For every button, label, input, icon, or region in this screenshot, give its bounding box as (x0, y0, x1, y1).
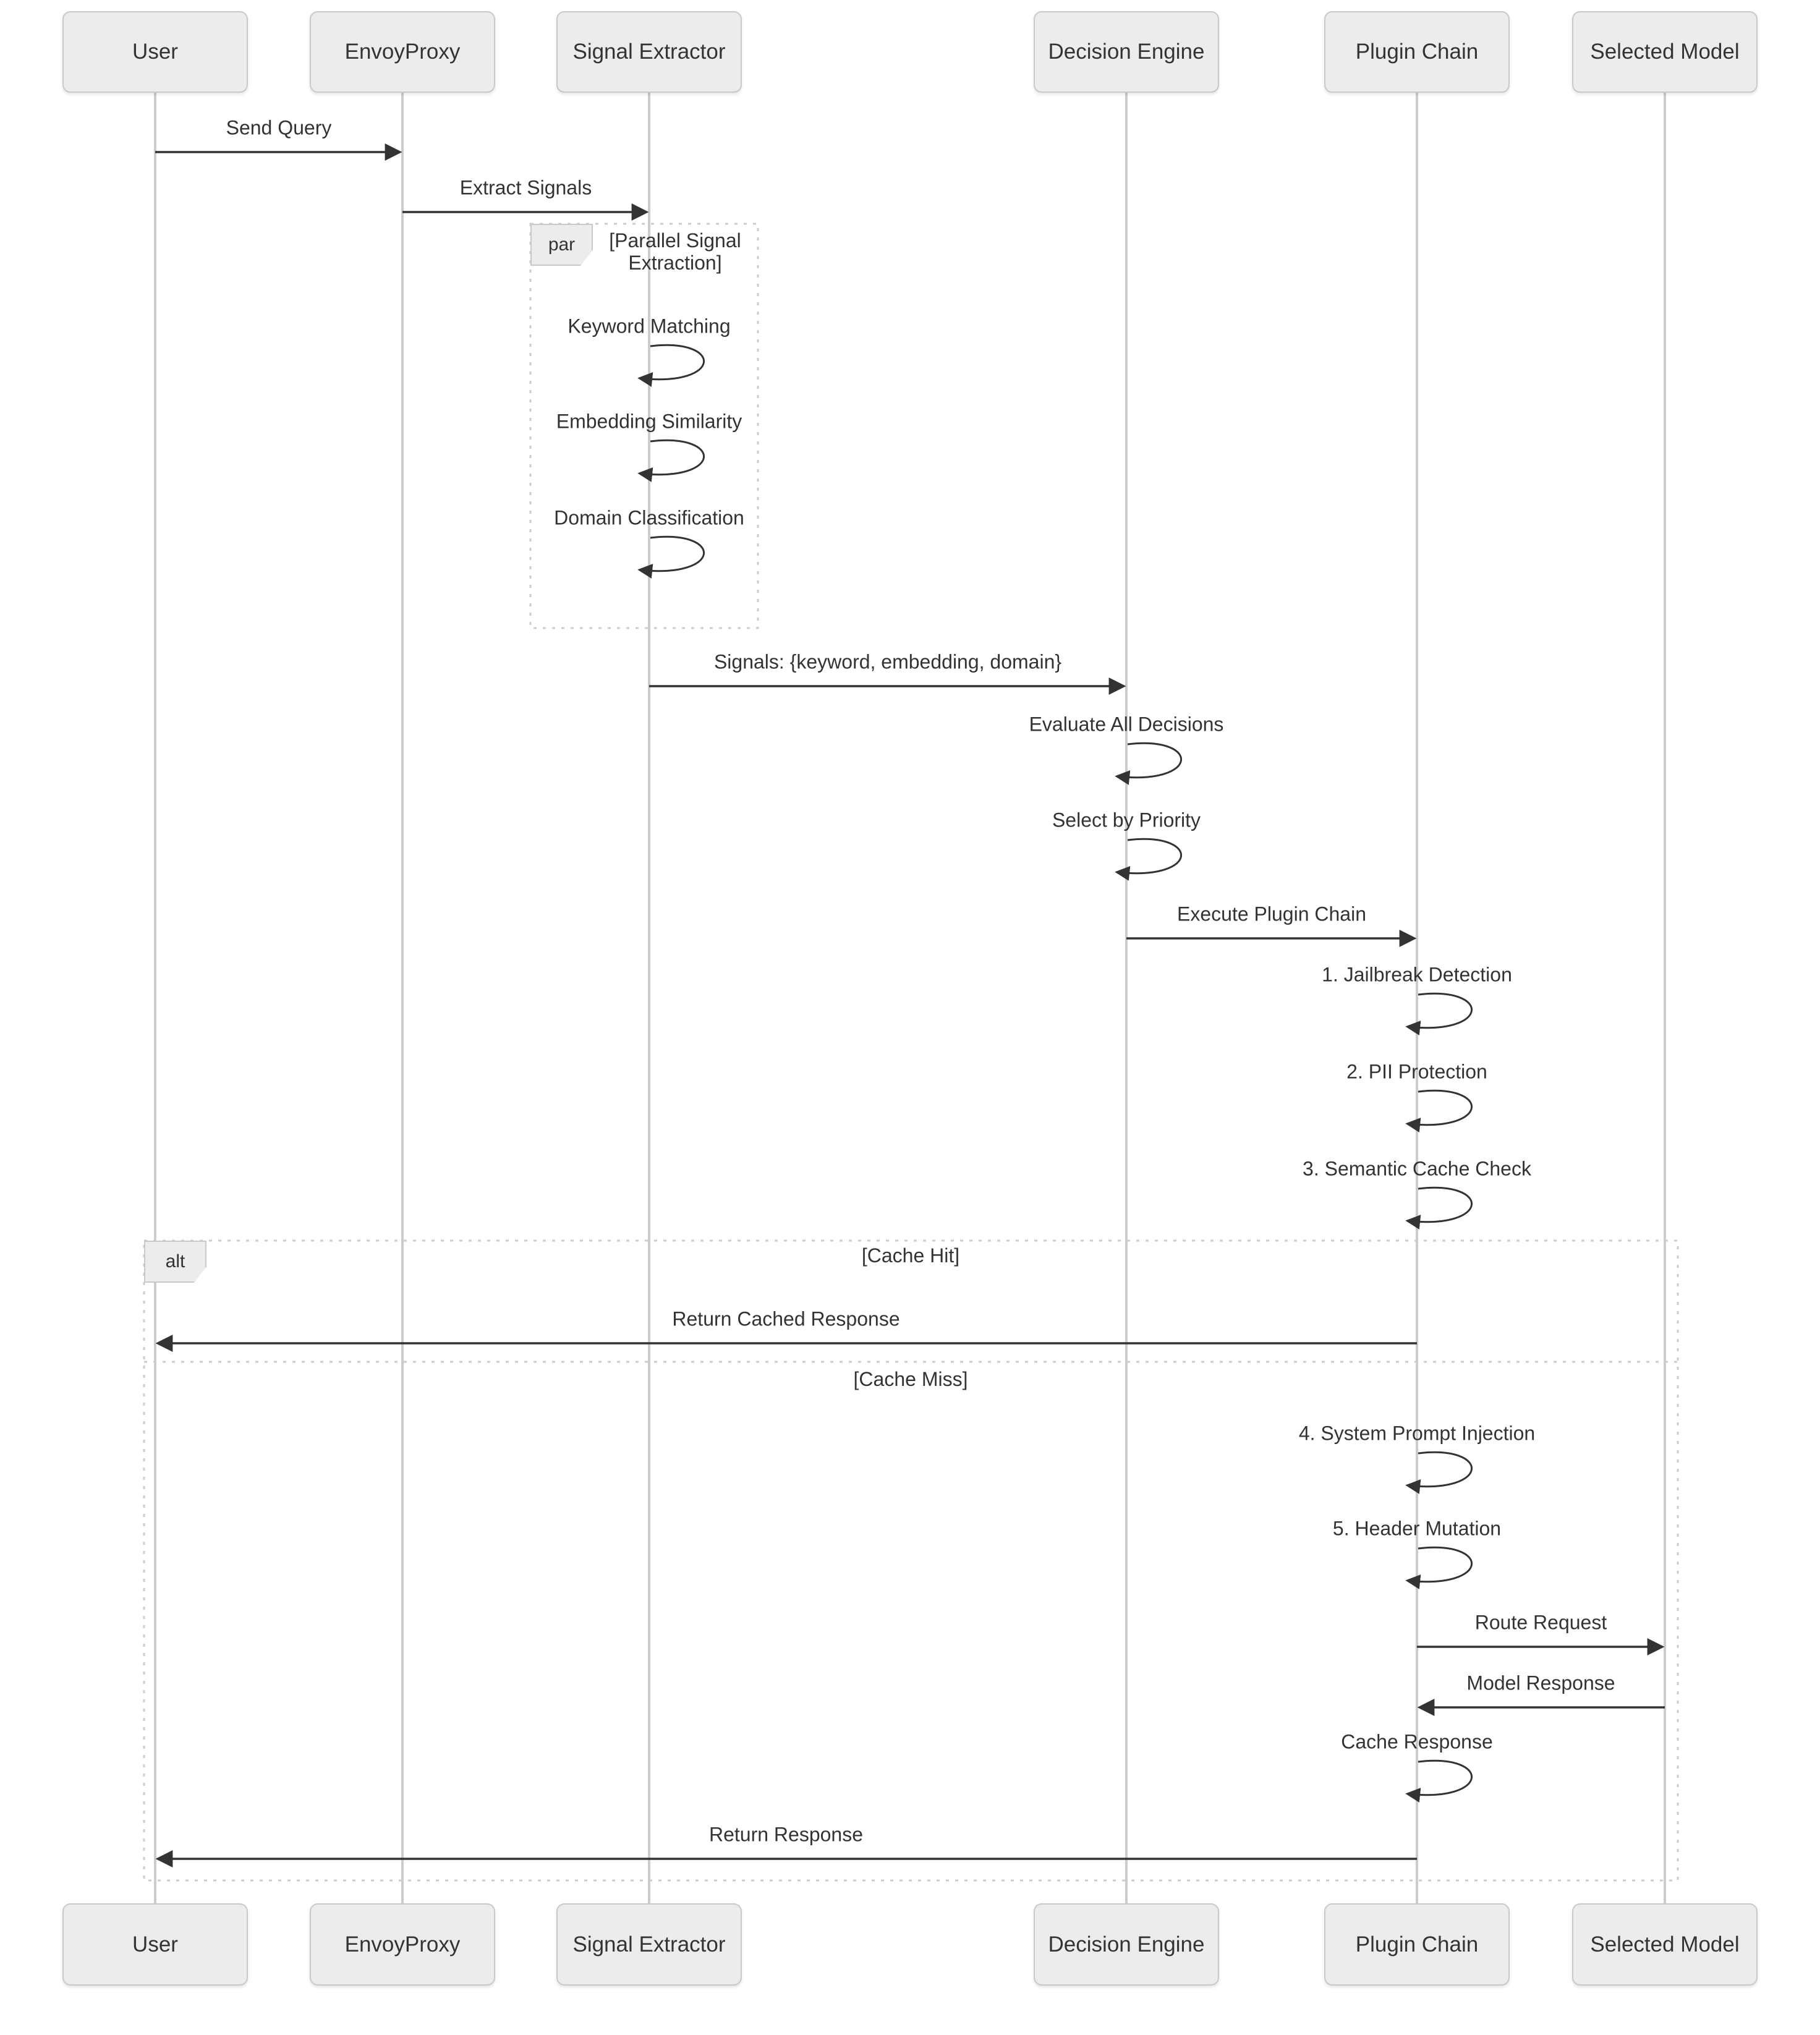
participant-signal-extractor-bottom: Signal Extractor (556, 1903, 742, 1986)
participant-plugin-chain-top: Plugin Chain (1324, 11, 1510, 93)
message-label-13: 4. System Prompt Injection (1298, 1422, 1536, 1445)
lifeline-user (154, 93, 156, 1903)
fragment-alt-condition: [Cache Hit] (861, 1244, 960, 1267)
message-label-3: Embedding Similarity (556, 410, 742, 433)
message-label-1: Extract Signals (459, 176, 592, 199)
participant-envoyproxy-top: EnvoyProxy (310, 11, 495, 93)
participant-selected-model-top: Selected Model (1572, 11, 1758, 93)
message-label-18: Return Response (708, 1823, 864, 1846)
fragment-par-condition: [Parallel Signal Extraction] (609, 229, 741, 274)
message-label-5: Signals: {keyword, embedding, domain} (713, 650, 1062, 673)
participant-user-top: User (62, 11, 248, 93)
message-label-0: Send Query (226, 116, 332, 139)
participant-decision-engine-bottom: Decision Engine (1034, 1903, 1219, 1986)
participant-decision-engine-top: Decision Engine (1034, 11, 1219, 93)
fragment-alt-divider-condition: [Cache Miss] (853, 1368, 968, 1391)
participant-user-bottom: User (62, 1903, 248, 1986)
participant-envoyproxy-bottom: EnvoyProxy (310, 1903, 495, 1986)
message-label-14: 5. Header Mutation (1332, 1517, 1502, 1540)
fragment-alt-frame (143, 1239, 1679, 1882)
participant-signal-extractor-top: Signal Extractor (556, 11, 742, 93)
message-label-2: Keyword Matching (568, 315, 731, 338)
message-label-17: Cache Response (1341, 1730, 1493, 1753)
lifeline-engine (1125, 93, 1128, 1903)
fragment-alt-tab: alt (144, 1241, 206, 1283)
lifeline-envoy (401, 93, 404, 1903)
message-label-16: Model Response (1466, 1672, 1615, 1694)
message-label-12: Return Cached Response (672, 1307, 900, 1330)
lifeline-plugins (1416, 93, 1418, 1903)
message-label-15: Route Request (1474, 1611, 1607, 1634)
message-label-7: Select by Priority (1052, 809, 1201, 831)
participant-plugin-chain-bottom: Plugin Chain (1324, 1903, 1510, 1986)
lifeline-extractor (648, 93, 650, 1903)
message-label-4: Domain Classification (554, 506, 744, 529)
lifeline-model (1664, 93, 1666, 1903)
fragment-par-tab: par (530, 224, 593, 266)
message-label-6: Evaluate All Decisions (1029, 713, 1224, 736)
message-label-11: 3. Semantic Cache Check (1303, 1157, 1531, 1180)
message-label-8: Execute Plugin Chain (1177, 903, 1366, 925)
message-label-9: 1. Jailbreak Detection (1322, 963, 1512, 986)
participant-selected-model-bottom: Selected Model (1572, 1903, 1758, 1986)
message-label-10: 2. PII Protection (1346, 1060, 1487, 1083)
